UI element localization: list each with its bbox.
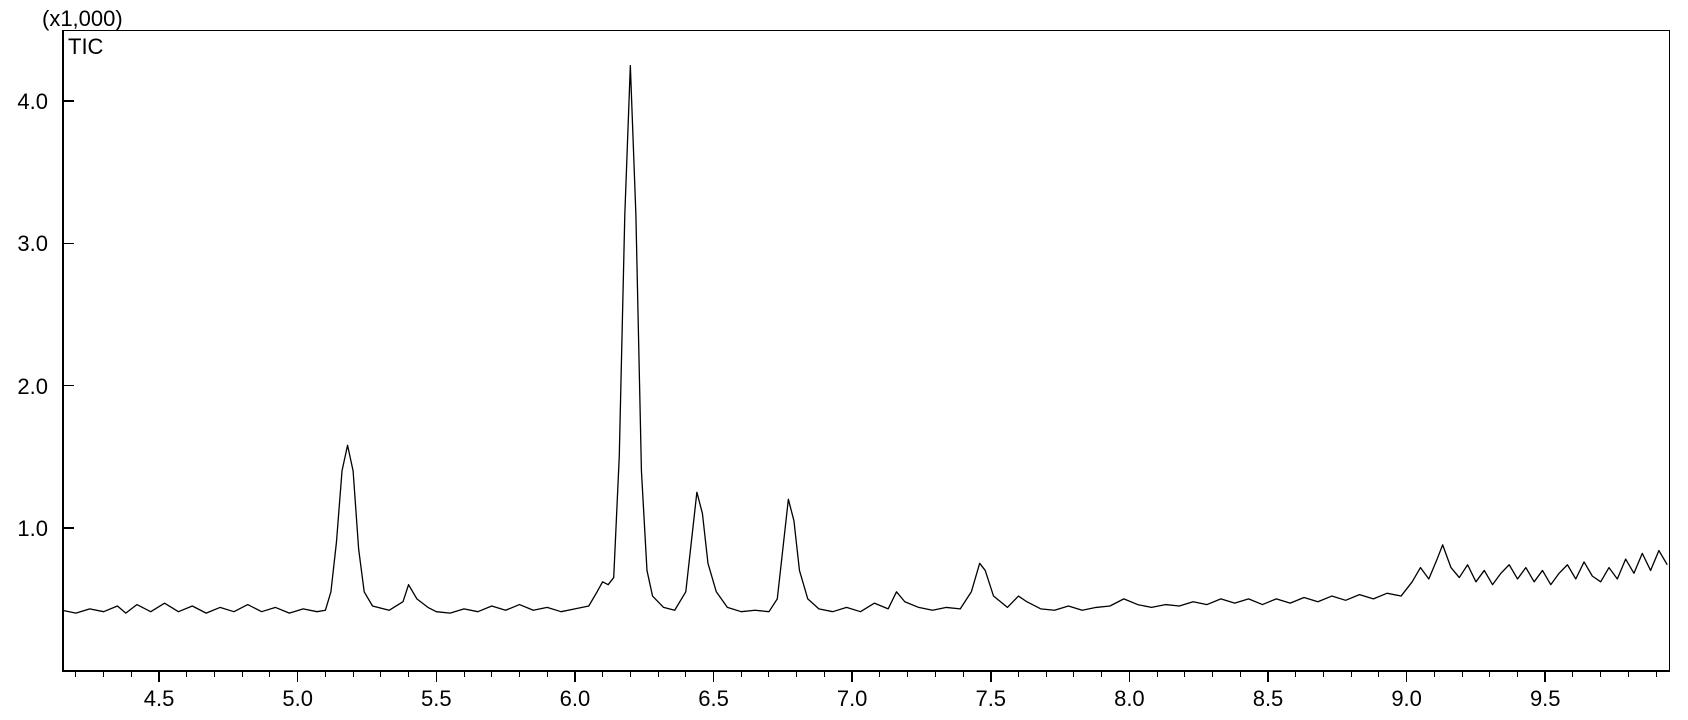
x-minor-tick (1656, 670, 1657, 677)
x-minor-tick (1184, 670, 1185, 677)
x-tick-label: 6.0 (560, 686, 591, 712)
y-tick-label: 2.0 (8, 374, 48, 400)
x-minor-tick (325, 670, 326, 677)
y-tick-label: 4.0 (8, 89, 48, 115)
x-minor-tick (1434, 670, 1435, 677)
x-minor-tick (1600, 670, 1601, 677)
x-minor-tick (547, 670, 548, 677)
x-tick-label: 7.0 (837, 686, 868, 712)
x-minor-tick (214, 670, 215, 677)
x-minor-tick (1046, 670, 1047, 677)
x-minor-tick (1628, 670, 1629, 677)
x-minor-tick (491, 670, 492, 677)
x-tick-label: 6.5 (698, 686, 729, 712)
x-minor-tick (1462, 670, 1463, 677)
x-minor-tick (75, 670, 76, 677)
x-minor-tick (380, 670, 381, 677)
x-minor-tick (1240, 670, 1241, 677)
tic-chromatogram-chart: (x1,000) TIC 1.02.03.04.0 4.55.05.56.06.… (0, 0, 1688, 720)
x-major-tick (1406, 670, 1408, 682)
x-major-tick (297, 670, 299, 682)
x-major-tick (713, 670, 715, 682)
x-tick-label: 4.5 (144, 686, 175, 712)
x-minor-tick (519, 670, 520, 677)
x-minor-tick (242, 670, 243, 677)
x-minor-tick (796, 670, 797, 677)
x-minor-tick (1212, 670, 1213, 677)
x-minor-tick (408, 670, 409, 677)
x-minor-tick (630, 670, 631, 677)
x-minor-tick (269, 670, 270, 677)
x-minor-tick (824, 670, 825, 677)
x-minor-tick (1073, 670, 1074, 677)
x-axis (62, 670, 1670, 672)
x-major-tick (990, 670, 992, 682)
x-minor-tick (1295, 670, 1296, 677)
y-tick-label: 1.0 (8, 516, 48, 542)
x-major-tick (158, 670, 160, 682)
x-minor-tick (1101, 670, 1102, 677)
x-tick-label: 9.0 (1391, 686, 1422, 712)
x-major-tick (1267, 670, 1269, 682)
x-minor-tick (963, 670, 964, 677)
x-tick-label: 5.5 (421, 686, 452, 712)
x-minor-tick (658, 670, 659, 677)
x-minor-tick (1157, 670, 1158, 677)
y-tick-label: 3.0 (8, 231, 48, 257)
y-multiplier-label: (x1,000) (42, 6, 123, 32)
x-minor-tick (741, 670, 742, 677)
x-minor-tick (1018, 670, 1019, 677)
x-minor-tick (685, 670, 686, 677)
x-minor-tick (103, 670, 104, 677)
x-major-tick (574, 670, 576, 682)
x-minor-tick (1572, 670, 1573, 677)
x-minor-tick (907, 670, 908, 677)
x-minor-tick (186, 670, 187, 677)
x-minor-tick (768, 670, 769, 677)
tic-trace-path (62, 66, 1667, 614)
x-minor-tick (464, 670, 465, 677)
x-tick-label: 5.0 (282, 686, 313, 712)
x-major-tick (1544, 670, 1546, 682)
x-tick-label: 7.5 (975, 686, 1006, 712)
x-minor-tick (1489, 670, 1490, 677)
x-minor-tick (879, 670, 880, 677)
x-tick-label: 9.5 (1530, 686, 1561, 712)
x-tick-label: 8.0 (1114, 686, 1145, 712)
x-minor-tick (602, 670, 603, 677)
x-minor-tick (1351, 670, 1352, 677)
x-minor-tick (353, 670, 354, 677)
x-minor-tick (1378, 670, 1379, 677)
x-minor-tick (935, 670, 936, 677)
x-minor-tick (1323, 670, 1324, 677)
x-minor-tick (131, 670, 132, 677)
x-major-tick (851, 670, 853, 682)
x-tick-label: 8.5 (1253, 686, 1284, 712)
x-major-tick (1129, 670, 1131, 682)
x-minor-tick (1517, 670, 1518, 677)
x-major-tick (436, 670, 438, 682)
tic-trace-line (62, 30, 1670, 670)
